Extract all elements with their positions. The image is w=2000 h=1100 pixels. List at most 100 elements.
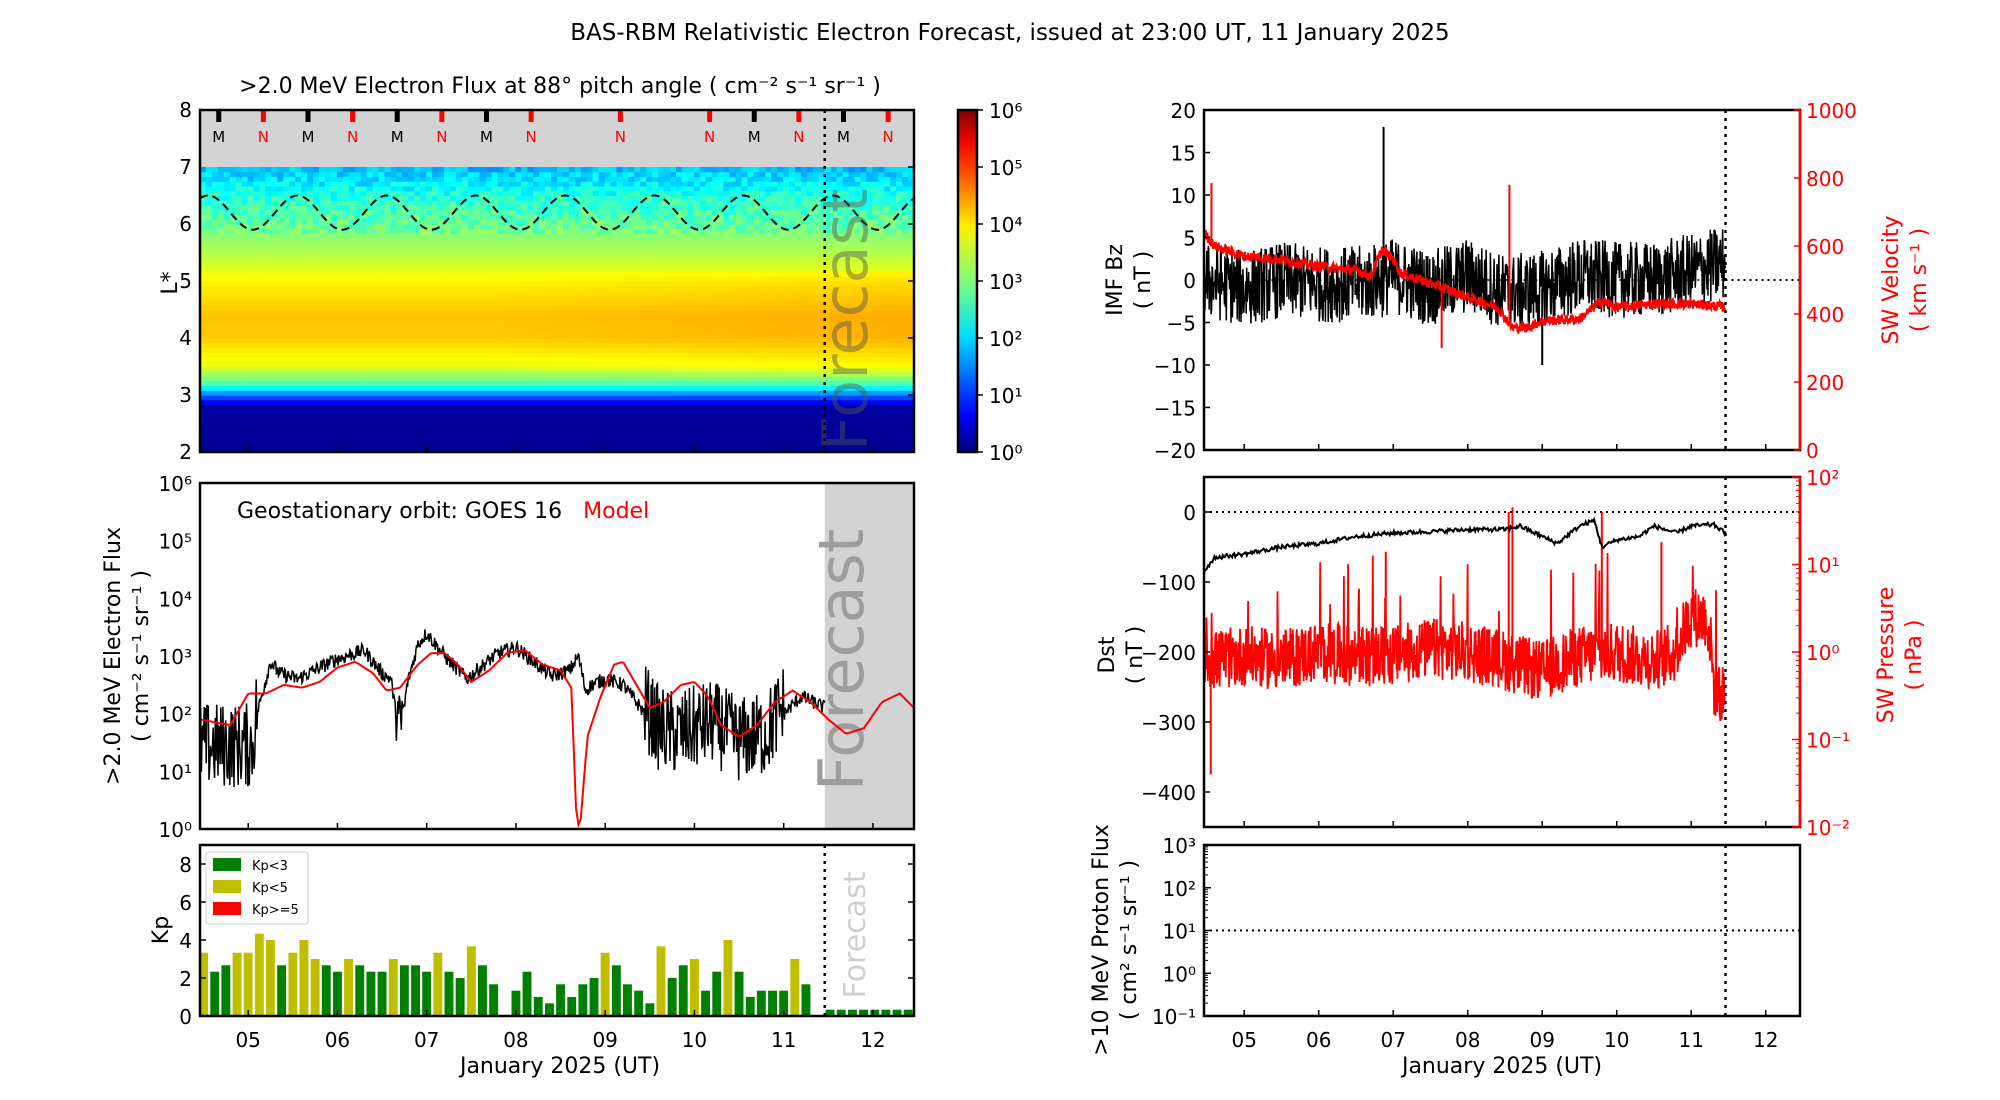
heatmap-cell (610, 376, 617, 382)
heatmap-cell (676, 209, 683, 216)
heatmap-cell (634, 209, 641, 216)
heatmap-cell (330, 380, 338, 387)
heatmap-cell (295, 357, 302, 363)
heatmap-cell (634, 181, 641, 187)
heatmap-cell (640, 233, 647, 239)
heatmap-cell (563, 233, 570, 239)
heatmap-cell (324, 390, 332, 396)
heatmap-cell (289, 414, 296, 420)
heatmap-cell (283, 333, 290, 339)
heatmap-cell (265, 190, 272, 197)
heatmap-cell (444, 304, 451, 311)
heatmap-cell (652, 224, 659, 230)
heatmap-cell (503, 433, 510, 439)
heatmap-cell (444, 409, 451, 415)
heatmap-cell (491, 257, 499, 263)
heatmap-cell (265, 205, 272, 211)
heatmap-cell (455, 347, 463, 353)
heatmap-cell (592, 366, 600, 372)
heatmap-cell (610, 366, 617, 372)
heatmap-cell (664, 195, 671, 201)
heatmap-cell (420, 352, 427, 358)
heatmap-cell (402, 418, 409, 425)
heatmap-cell (319, 323, 326, 330)
heatmap-cell (241, 399, 249, 406)
heatmap-cell (580, 371, 588, 377)
heatmap-cell (527, 342, 534, 349)
heatmap-cell (676, 418, 683, 425)
heatmap-cell (461, 366, 469, 372)
heatmap-cell (604, 252, 612, 258)
heatmap-cell (658, 266, 665, 273)
heatmap-cell (330, 295, 338, 301)
heatmap-cell (586, 418, 594, 425)
heatmap-cell (408, 423, 415, 429)
heatmap-cell (485, 304, 493, 311)
heatmap-cell (205, 371, 213, 377)
heatmap-cell (420, 247, 427, 254)
heatmap-cell (646, 414, 653, 420)
heatmap-cell (414, 347, 421, 353)
heatmap-cell (200, 290, 207, 296)
heatmap-cell (360, 366, 368, 372)
heatmap-cell (622, 371, 629, 377)
heatmap-cell (295, 214, 302, 220)
heatmap-cell (444, 352, 451, 358)
heatmap-cell (687, 418, 695, 425)
heatmap-cell (229, 380, 237, 387)
heatmap-cell (217, 404, 225, 410)
heatmap-cell (217, 376, 225, 382)
heatmap-cell (390, 404, 397, 410)
heatmap-cell (259, 252, 266, 258)
heatmap-cell (509, 295, 516, 301)
heatmap-cell (253, 228, 260, 235)
heatmap-cell (336, 399, 344, 406)
heatmap-cell (646, 228, 653, 235)
heatmap-cell (622, 238, 629, 244)
heatmap-cell (283, 414, 290, 420)
heatmap-cell (336, 295, 344, 301)
heatmap-cell (658, 228, 665, 235)
heatmap-cell (253, 200, 260, 206)
heatmap-cell (289, 399, 296, 406)
heatmap-cell (586, 428, 594, 434)
heatmap-cell (402, 414, 409, 420)
heatmap-cell (432, 276, 439, 282)
heatmap-cell (521, 209, 528, 216)
heatmap-cell (200, 314, 207, 320)
heatmap-cell (259, 399, 266, 406)
heatmap-cell (592, 238, 600, 244)
heatmap-cell (360, 404, 368, 410)
heatmap-cell (574, 190, 582, 197)
heatmap-cell (628, 181, 635, 187)
heatmap-cell (313, 281, 320, 287)
heatmap-cell (491, 323, 499, 330)
heatmap-cell (324, 276, 332, 282)
heatmap-cell (610, 290, 617, 296)
heatmap-cell (408, 371, 415, 377)
heatmap-cell (330, 319, 338, 325)
heatmap-cell (568, 390, 576, 396)
heatmap-cell (598, 257, 606, 263)
heatmap-cell (545, 352, 552, 358)
heatmap-cell (592, 205, 600, 211)
heatmap-cell (283, 300, 290, 306)
heatmap-cell (271, 281, 278, 287)
heatmap-cell (247, 167, 255, 173)
heatmap-cell (247, 186, 255, 192)
heatmap-cell (444, 219, 451, 225)
heatmap-cell (479, 176, 487, 182)
heatmap-cell (420, 200, 427, 206)
heatmap-cell (247, 271, 255, 277)
heatmap-cell (533, 338, 540, 344)
heatmap-cell (229, 361, 237, 368)
heatmap-cell (497, 190, 504, 197)
heatmap-cell (396, 247, 403, 254)
heatmap-cell (354, 276, 362, 282)
heatmap-cell (586, 219, 594, 225)
heatmap-cell (622, 209, 629, 216)
heatmap-cell (467, 262, 475, 268)
heatmap-cell (283, 195, 290, 201)
heatmap-cell (348, 357, 356, 363)
heatmap-cell (592, 352, 600, 358)
